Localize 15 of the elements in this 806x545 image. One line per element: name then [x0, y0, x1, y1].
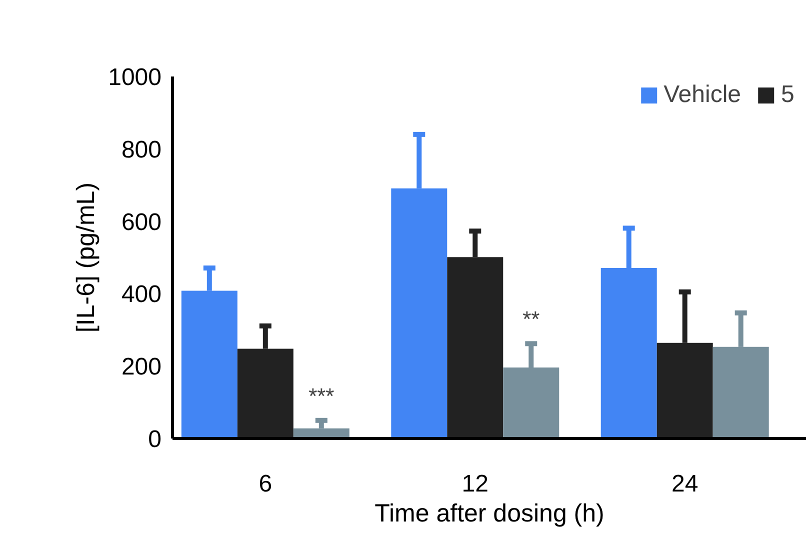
legend-label: 5	[781, 81, 796, 109]
x-tick-label: 24	[672, 470, 698, 498]
y-axis-title: [IL-6] (pg/mL)	[72, 182, 100, 333]
y-tick-label: 200	[121, 354, 162, 381]
y-tick-label: 0	[148, 426, 162, 453]
y-tick-label: 1000	[108, 64, 162, 91]
y-tick-label: 600	[121, 208, 162, 236]
x-axis-title: Time after dosing (h)	[374, 500, 604, 528]
x-tick-label: 6	[258, 470, 272, 498]
legend-label: Vehicle	[664, 81, 741, 109]
y-tick-label: 400	[121, 281, 162, 308]
x-tick-label: 12	[462, 470, 488, 498]
y-tick-label: 800	[121, 136, 162, 164]
annotation: **	[522, 306, 540, 332]
annotation: ***	[308, 383, 335, 408]
